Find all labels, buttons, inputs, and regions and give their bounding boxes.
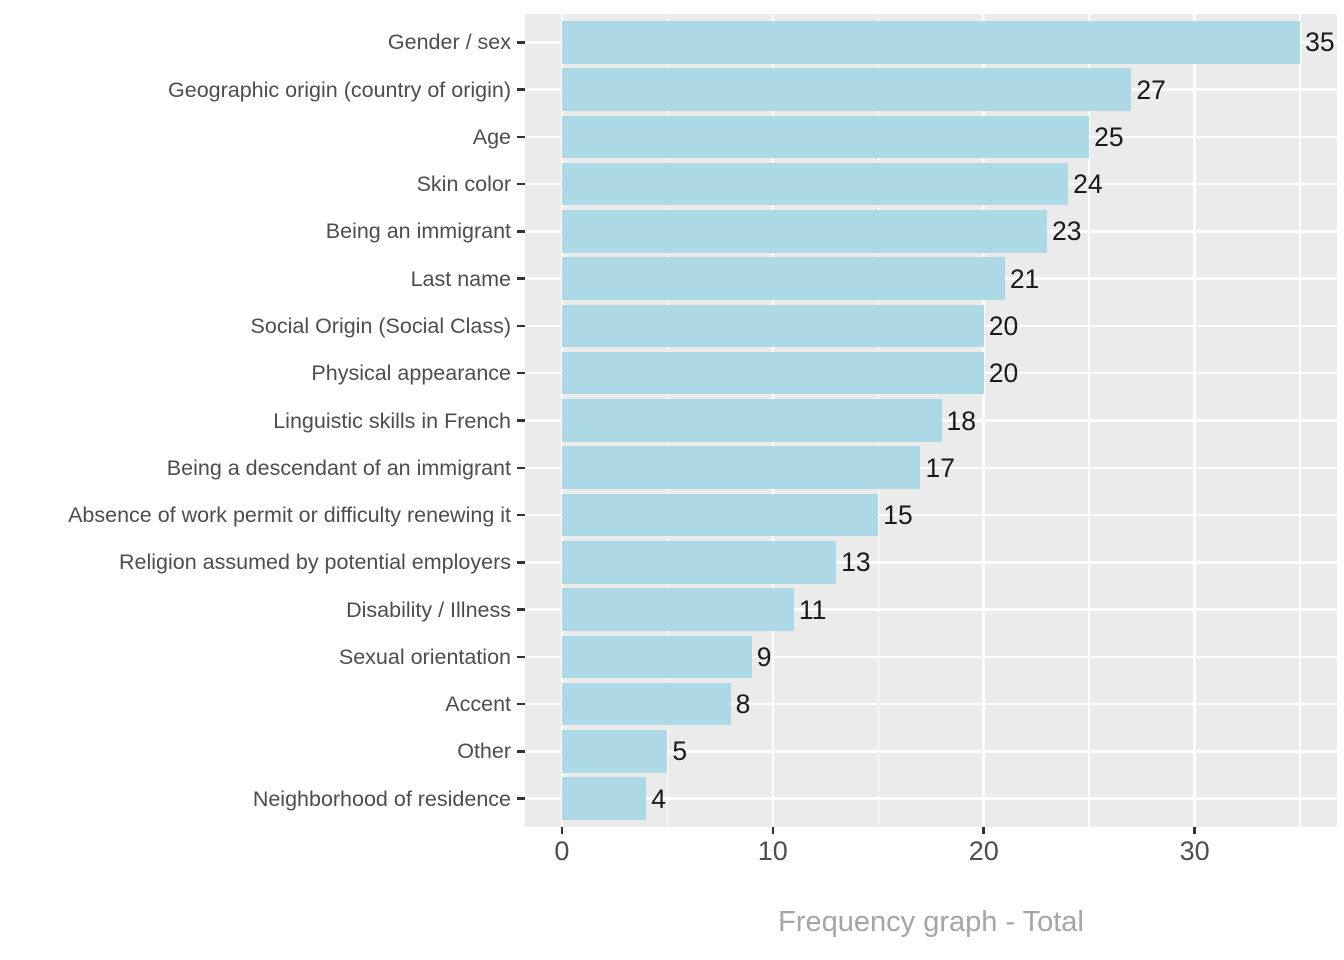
- bar: [561, 304, 984, 348]
- y-axis-label: Disability / Illness: [346, 597, 511, 622]
- bar-value-label: 5: [672, 736, 688, 767]
- y-axis-label: Absence of work permit or difficulty ren…: [68, 503, 511, 528]
- y-axis-tick: [517, 513, 525, 517]
- y-axis-label: Last name: [410, 266, 511, 291]
- y-axis-label: Skin color: [416, 172, 511, 197]
- bar-value-label: 20: [988, 358, 1019, 389]
- y-axis-label: Accent: [445, 692, 511, 717]
- bar: [561, 21, 1301, 64]
- y-axis-label: Gender / sex: [387, 30, 511, 55]
- bar-value-label: 18: [946, 405, 977, 436]
- x-axis-tick-label: 30: [1179, 836, 1210, 866]
- y-axis-label: Physical appearance: [311, 361, 511, 386]
- y-axis-tick: [517, 182, 525, 186]
- bar-value-label: 21: [1009, 263, 1040, 294]
- y-axis-tick: [517, 324, 525, 328]
- y-axis-tick: [517, 135, 525, 139]
- x-axis-tick-label: 0: [554, 836, 570, 866]
- bar: [561, 257, 1005, 300]
- y-axis-tick: [517, 561, 525, 564]
- bar: [561, 777, 647, 820]
- y-axis-tick: [517, 41, 525, 44]
- x-axis-tick: [560, 827, 564, 834]
- y-axis-tick: [517, 608, 525, 611]
- x-axis-tick-label: 10: [757, 836, 788, 866]
- y-axis-label: Neighborhood of residence: [252, 786, 511, 811]
- bar: [561, 399, 942, 442]
- y-axis-label: Sexual orientation: [338, 644, 511, 669]
- plot-panel: [525, 14, 1337, 827]
- bar: [561, 115, 1090, 159]
- bar-value-label: 20: [988, 310, 1019, 341]
- bar: [561, 210, 1047, 253]
- bar: [561, 351, 984, 395]
- bar: [561, 493, 879, 537]
- y-axis-label: Other: [457, 739, 511, 764]
- bar-value-label: 17: [925, 452, 955, 483]
- bar: [561, 682, 731, 726]
- bar: [561, 730, 668, 773]
- bar: [561, 541, 837, 584]
- y-axis-label: Linguistic skills in French: [273, 408, 511, 433]
- x-axis-tick: [1193, 827, 1196, 834]
- bar-value-label: 24: [1073, 169, 1103, 200]
- y-axis-tick: [517, 466, 525, 470]
- x-axis-title: Frequency graph - Total: [778, 906, 1084, 938]
- bar: [561, 68, 1132, 111]
- bar-value-label: 27: [1136, 74, 1166, 105]
- x-axis-tick: [771, 827, 775, 834]
- bar: [561, 635, 752, 679]
- y-axis-label: Being a descendant of an immigrant: [166, 455, 511, 480]
- x-axis-tick: [982, 827, 985, 834]
- bar-value-label: 23: [1052, 216, 1082, 247]
- y-axis-tick: [517, 655, 525, 659]
- bar-value-label: 9: [756, 641, 772, 672]
- bar-value-label: 15: [883, 500, 913, 531]
- category-gridline: [525, 513, 1337, 517]
- category-gridline: [525, 702, 1337, 706]
- category-gridline: [525, 655, 1337, 659]
- category-gridline: [525, 466, 1337, 470]
- category-gridline: [525, 561, 1337, 564]
- bar: [561, 588, 794, 631]
- y-axis-label: Social Origin (Social Class): [250, 313, 511, 338]
- y-axis-tick: [517, 371, 525, 375]
- bar-value-label: 25: [1094, 121, 1124, 152]
- x-axis-tick-label: 20: [968, 836, 999, 866]
- y-axis-label: Geographic origin (country of origin): [168, 77, 511, 102]
- y-axis-tick: [517, 277, 525, 280]
- category-gridline: [525, 608, 1337, 611]
- y-axis-label: Being an immigrant: [325, 219, 511, 244]
- y-axis-tick: [517, 750, 525, 753]
- category-gridline: [525, 797, 1337, 800]
- bar-value-label: 4: [651, 783, 667, 814]
- bar: [561, 446, 921, 490]
- y-axis-label: Age: [472, 124, 511, 149]
- bar-value-label: 11: [798, 594, 827, 625]
- y-axis-tick: [517, 797, 525, 800]
- bar-value-label: 13: [841, 547, 871, 578]
- bar-value-label: 8: [735, 689, 751, 720]
- y-axis-label: Religion assumed by potential employers: [119, 550, 511, 575]
- y-axis-tick: [517, 230, 525, 233]
- bar-value-label: 35: [1305, 27, 1335, 58]
- bar: [561, 162, 1069, 206]
- y-axis-tick: [517, 419, 525, 422]
- y-axis-tick: [517, 702, 525, 706]
- category-gridline: [525, 750, 1337, 753]
- y-axis-tick: [517, 88, 525, 91]
